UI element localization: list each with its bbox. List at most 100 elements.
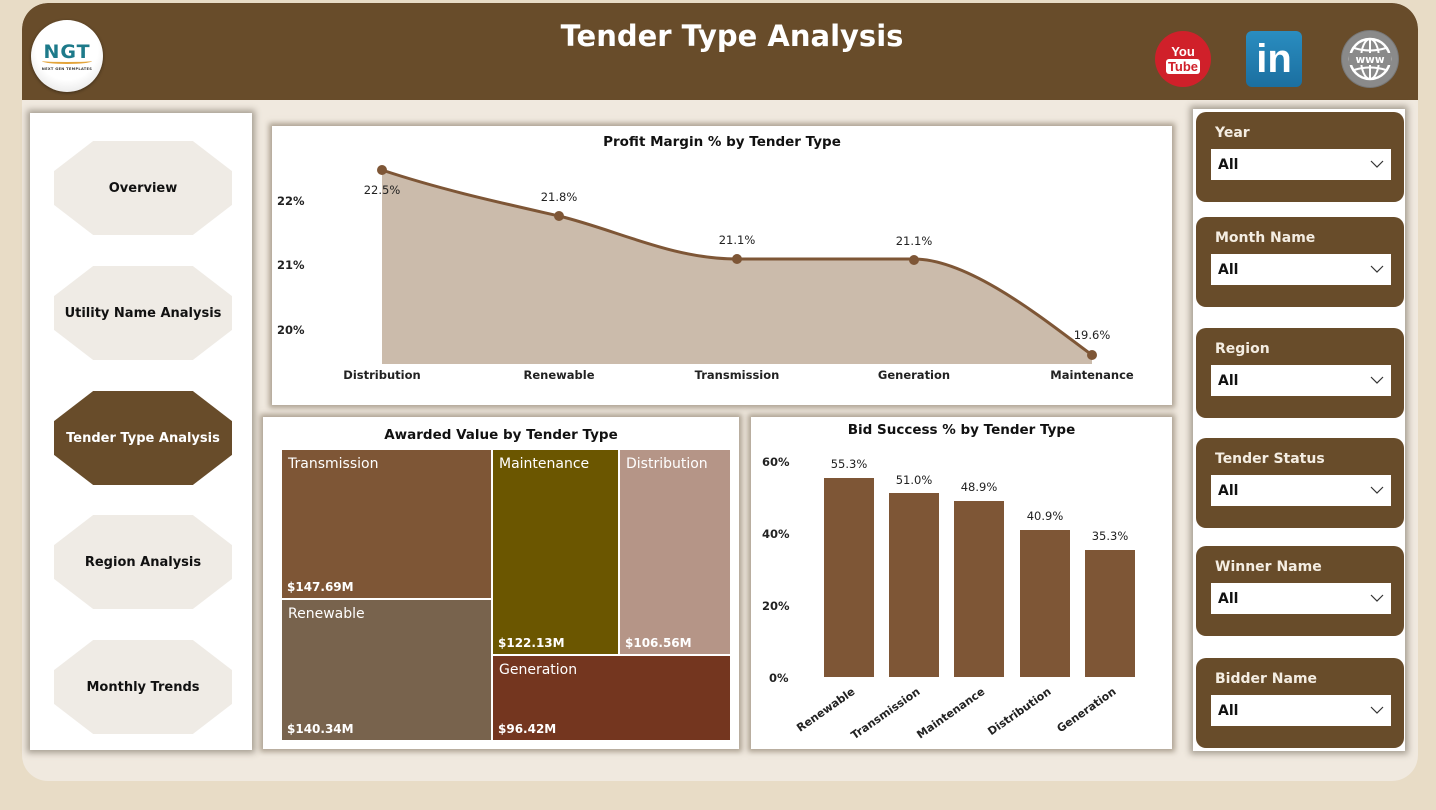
cell-label: Generation xyxy=(499,662,578,678)
cell-value: $122.13M xyxy=(498,636,565,650)
chevron-down-icon xyxy=(1370,706,1384,714)
selected-value: All xyxy=(1218,482,1239,499)
treemap-cell-maintenance[interactable]: Maintenance $122.13M xyxy=(493,450,618,654)
ngt-logo[interactable]: NGT NEXT GEN TEMPLATES xyxy=(31,20,103,92)
nav-label: Tender Type Analysis xyxy=(66,430,220,446)
bidder-name-dropdown[interactable]: All xyxy=(1211,695,1391,726)
x-tick: Renewable xyxy=(523,368,595,382)
y-tick: 21% xyxy=(277,258,305,272)
data-point xyxy=(554,211,564,221)
data-label: 19.6% xyxy=(1073,328,1111,342)
x-tick: Distribution xyxy=(343,368,421,382)
bar-renewable[interactable] xyxy=(824,478,874,677)
cell-value: $106.56M xyxy=(625,636,692,650)
nav-label: Utility Name Analysis xyxy=(64,305,222,321)
slicer-label: Bidder Name xyxy=(1215,671,1318,687)
logo-swoosh-icon xyxy=(42,58,92,64)
filters-panel: Year All Month Name All Region All Tende… xyxy=(1193,109,1405,751)
chart-title: Profit Margin % by Tender Type xyxy=(603,134,841,150)
chevron-down-icon xyxy=(1370,376,1384,384)
nav-region-analysis-button[interactable]: Region Analysis xyxy=(54,515,232,609)
x-tick: Renewable xyxy=(794,685,858,735)
slicer-region: Region All xyxy=(1196,328,1404,418)
x-tick: Transmission xyxy=(848,685,923,743)
x-tick: Maintenance xyxy=(1050,368,1134,382)
navigation-panel: Overview Utility Name Analysis Tender Ty… xyxy=(30,113,252,750)
youtube-label-you: You xyxy=(1171,43,1195,59)
treemap-cell-generation[interactable]: Generation $96.42M xyxy=(493,656,730,740)
winner-name-dropdown[interactable]: All xyxy=(1211,583,1391,614)
chevron-down-icon xyxy=(1370,486,1384,494)
data-label: 40.9% xyxy=(1026,509,1064,523)
cell-value: $147.69M xyxy=(287,580,354,594)
selected-value: All xyxy=(1218,372,1239,389)
x-tick: Generation xyxy=(1054,685,1119,736)
x-tick: Distribution xyxy=(985,685,1054,739)
chart-title: Awarded Value by Tender Type xyxy=(384,427,618,443)
linkedin-icon[interactable]: in xyxy=(1246,31,1302,87)
website-globe-icon[interactable]: www xyxy=(1342,31,1398,87)
nav-label: Monthly Trends xyxy=(86,679,200,695)
year-dropdown[interactable]: All xyxy=(1211,149,1391,180)
cell-label: Distribution xyxy=(626,456,708,472)
chart-title: Bid Success % by Tender Type xyxy=(847,422,1076,438)
x-tick: Transmission xyxy=(694,368,780,382)
slicer-month-name: Month Name All xyxy=(1196,217,1404,307)
y-tick: 20% xyxy=(762,599,790,613)
data-label: 21.1% xyxy=(895,234,933,248)
y-tick: 20% xyxy=(277,323,305,337)
cell-value: $140.34M xyxy=(287,722,354,736)
slicer-bidder-name: Bidder Name All xyxy=(1196,658,1404,748)
selected-value: All xyxy=(1218,261,1239,278)
bar-generation[interactable] xyxy=(1085,550,1135,677)
nav-label: Region Analysis xyxy=(84,554,202,570)
bar-maintenance[interactable] xyxy=(954,501,1004,677)
chevron-down-icon xyxy=(1370,160,1384,168)
slicer-year: Year All xyxy=(1196,112,1404,202)
globe-icon: www xyxy=(1348,37,1392,81)
tender-status-dropdown[interactable]: All xyxy=(1211,475,1391,506)
bar-distribution[interactable] xyxy=(1020,530,1070,677)
nav-utility-name-analysis-button[interactable]: Utility Name Analysis xyxy=(54,266,232,360)
region-dropdown[interactable]: All xyxy=(1211,365,1391,396)
youtube-icon[interactable]: You Tube xyxy=(1155,31,1211,87)
selected-value: All xyxy=(1218,702,1239,719)
area-plot xyxy=(377,165,1097,364)
youtube-label-tube: Tube xyxy=(1165,58,1201,74)
linkedin-label: in xyxy=(1256,36,1292,81)
month-name-dropdown[interactable]: All xyxy=(1211,254,1391,285)
bar-transmission[interactable] xyxy=(889,493,939,677)
slicer-label: Winner Name xyxy=(1215,559,1322,575)
slicer-label: Year xyxy=(1215,125,1250,141)
selected-value: All xyxy=(1218,590,1239,607)
slicer-label: Month Name xyxy=(1215,230,1316,246)
bid-success-bar-chart[interactable]: Bid Success % by Tender Type 60% 40% 20%… xyxy=(751,417,1172,749)
nav-tender-type-analysis-button[interactable]: Tender Type Analysis xyxy=(54,391,232,485)
data-label: 48.9% xyxy=(960,480,998,494)
data-point xyxy=(377,165,387,175)
slicer-tender-status: Tender Status All xyxy=(1196,438,1404,528)
cell-label: Maintenance xyxy=(499,456,590,472)
awarded-value-treemap[interactable]: Awarded Value by Tender Type Transmissio… xyxy=(263,417,739,749)
selected-value: All xyxy=(1218,156,1239,173)
y-tick: 40% xyxy=(762,527,790,541)
x-tick: Maintenance xyxy=(914,685,988,742)
svg-text:www: www xyxy=(1355,54,1384,66)
data-point xyxy=(1087,350,1097,360)
slicer-label: Region xyxy=(1215,341,1270,357)
treemap-cell-transmission[interactable]: Transmission $147.69M xyxy=(282,450,491,598)
profit-margin-chart[interactable]: Profit Margin % by Tender Type 22% 21% 2… xyxy=(272,126,1172,405)
cell-value: $96.42M xyxy=(498,722,557,736)
data-label: 21.8% xyxy=(540,190,578,204)
slicer-label: Tender Status xyxy=(1215,451,1325,467)
data-point xyxy=(909,255,919,265)
nav-monthly-trends-button[interactable]: Monthly Trends xyxy=(54,640,232,734)
logo-text: NGT xyxy=(43,40,91,63)
treemap-cell-distribution[interactable]: Distribution $106.56M xyxy=(620,450,730,654)
data-label: 55.3% xyxy=(830,457,868,471)
data-label: 51.0% xyxy=(895,473,933,487)
page-title: Tender Type Analysis xyxy=(560,19,904,53)
y-tick: 60% xyxy=(762,455,790,469)
treemap-cell-renewable[interactable]: Renewable $140.34M xyxy=(282,600,491,740)
nav-overview-button[interactable]: Overview xyxy=(54,141,232,235)
